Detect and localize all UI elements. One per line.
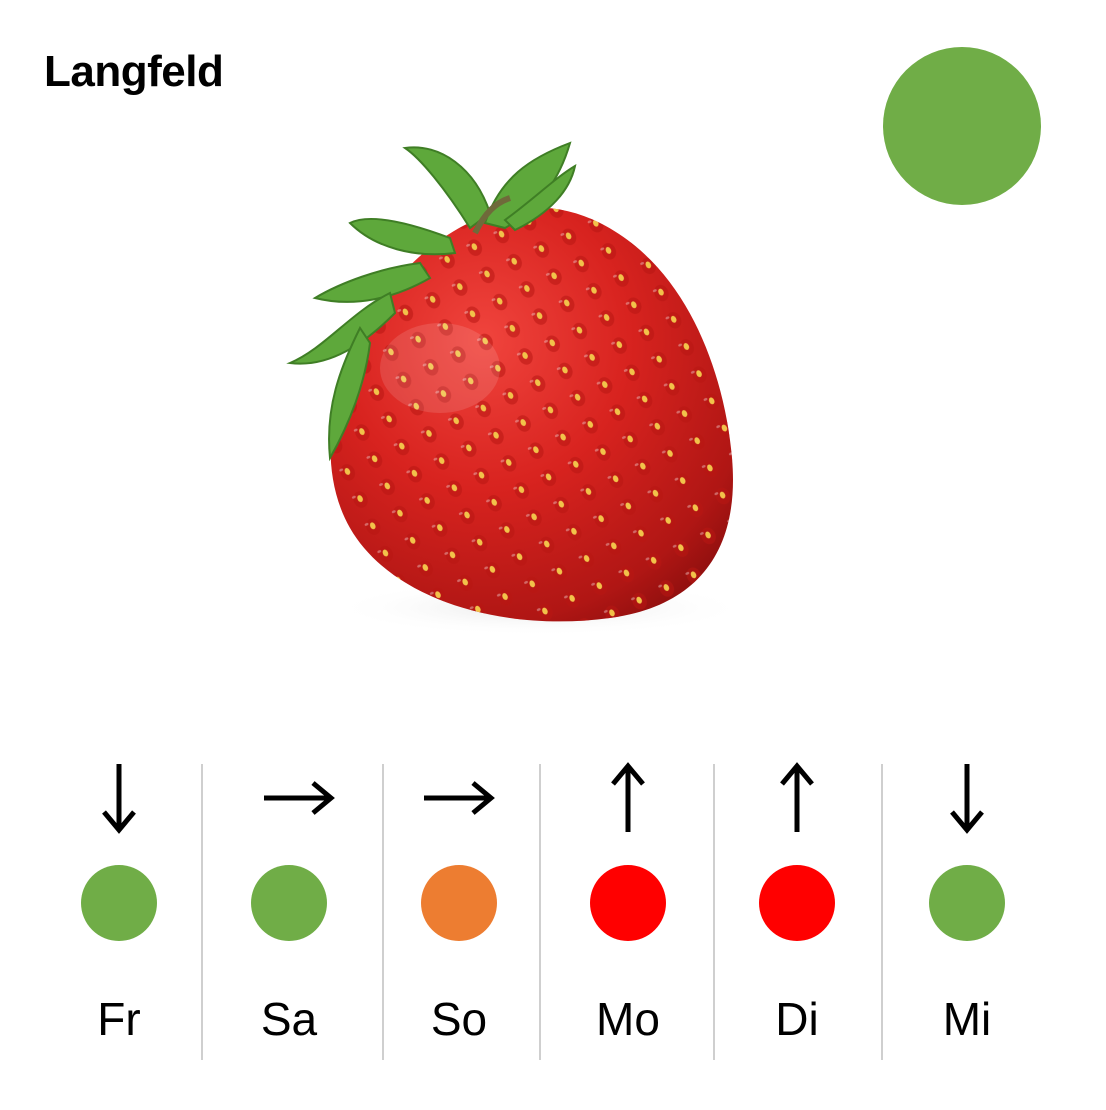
strawberry-image <box>286 141 750 636</box>
day-label: Mo <box>596 993 660 1045</box>
day-column-mi: Mi <box>887 760 1047 1060</box>
status-dot <box>759 865 835 941</box>
divider <box>382 764 384 1060</box>
status-dot <box>251 865 327 941</box>
day-label: Sa <box>260 993 318 1045</box>
divider <box>201 764 203 1060</box>
status-dot <box>590 865 666 941</box>
day-label: Fr <box>97 993 141 1045</box>
overall-status-indicator <box>883 47 1041 205</box>
day-label: Di <box>775 993 819 1045</box>
divider <box>539 764 541 1060</box>
day-label: Mi <box>942 993 992 1045</box>
day-column-sa: Sa <box>209 760 369 1060</box>
status-dot <box>81 865 157 941</box>
day-column-mo: Mo <box>548 760 708 1060</box>
status-dot <box>929 865 1005 941</box>
location-title: Langfeld <box>44 47 224 96</box>
day-column-di: Di <box>717 760 877 1060</box>
status-dot <box>421 865 497 941</box>
forecast-strip: Fr Sa So Mo Di Mi <box>0 760 1106 1060</box>
day-column-so: So <box>379 760 539 1060</box>
day-column-fr: Fr <box>39 760 199 1060</box>
divider <box>713 764 715 1060</box>
day-label: So <box>430 993 488 1045</box>
divider <box>881 764 883 1060</box>
